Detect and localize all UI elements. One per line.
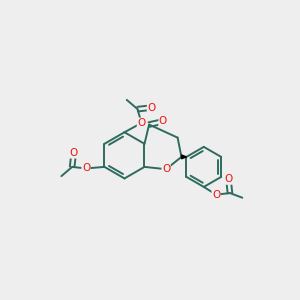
Text: O: O	[70, 148, 78, 158]
Text: O: O	[212, 190, 220, 200]
Polygon shape	[182, 155, 187, 159]
Text: O: O	[159, 116, 167, 127]
Text: O: O	[147, 103, 156, 112]
Text: O: O	[82, 164, 90, 173]
Text: O: O	[224, 174, 232, 184]
Text: O: O	[137, 118, 146, 128]
Text: O: O	[162, 164, 170, 174]
